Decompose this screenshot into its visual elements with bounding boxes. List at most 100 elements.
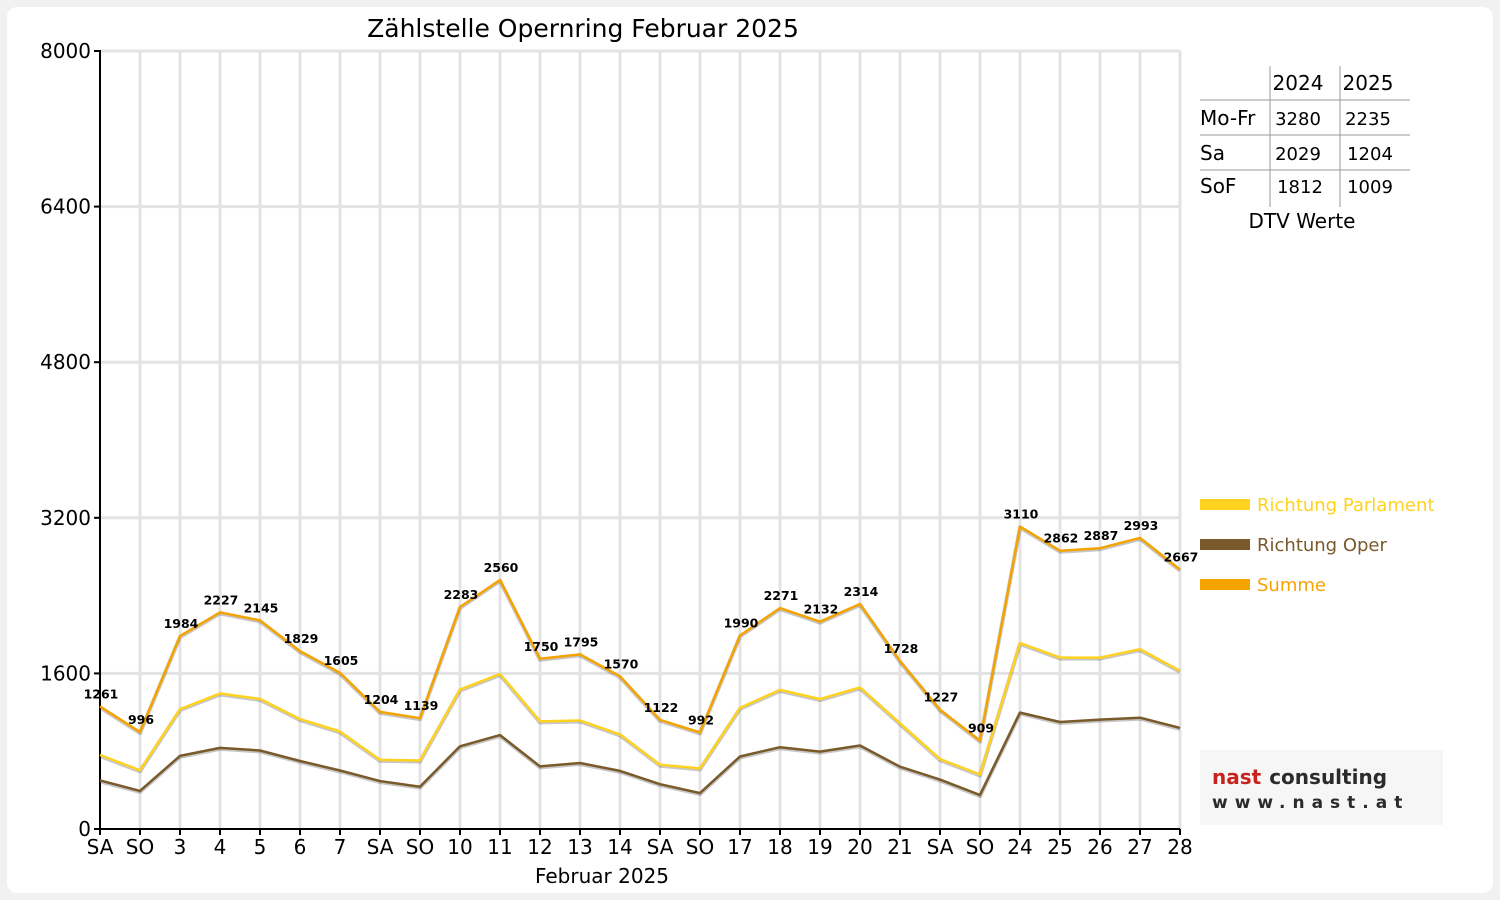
dtv-cell: 1204 (1347, 144, 1393, 165)
dtv-row-label-sa: Sa (1200, 141, 1225, 165)
data-labels: 1261 996 1984 2227 2145 1829 1605 1204 1139 2283 2… (84, 507, 1199, 736)
x-tick-label: 13 (567, 835, 592, 859)
legend: Richtung Parlament Richtung Oper Summe (1200, 495, 1434, 596)
x-tick-label: 24 (1007, 835, 1032, 859)
x-tick-label: 17 (727, 835, 752, 859)
x-tick-label: SA (927, 835, 954, 859)
data-label: 2271 (764, 588, 799, 603)
x-tick-label: 21 (887, 835, 912, 859)
dtv-caption: DTV Werte (1249, 209, 1356, 233)
data-label: 909 (968, 721, 994, 736)
data-label: 1728 (884, 641, 919, 656)
data-label: 2145 (244, 600, 279, 615)
data-label: 1795 (564, 634, 599, 649)
dtv-column-2025: 2025 (1343, 71, 1394, 95)
legend-label-summe: Summe (1257, 575, 1326, 596)
x-tick-label: 4 (214, 835, 227, 859)
y-tick-label: 4800 (40, 350, 91, 374)
data-label: 1829 (284, 631, 319, 646)
series-line-summe (99, 525, 1181, 742)
y-tick-label: 8000 (40, 39, 91, 63)
series-line-parlament (99, 641, 1181, 776)
data-label: 2993 (1124, 518, 1159, 533)
dtv-table: 2024 2025 Mo-Fr 3280 2235 Sa 2029 1204 S… (1200, 66, 1410, 233)
data-label: 1605 (324, 653, 359, 668)
nast-consulting-logo: nast consulting www.nast.at (1200, 750, 1443, 825)
data-label: 1122 (644, 700, 679, 715)
data-label: 2887 (1084, 528, 1119, 543)
logo-name: nast consulting (1212, 765, 1387, 789)
data-label: 2560 (484, 560, 519, 575)
data-label: 1139 (404, 698, 439, 713)
x-tick-label: 5 (254, 835, 267, 859)
x-tick-label: 10 (447, 835, 472, 859)
data-label: 1570 (604, 656, 639, 671)
data-label: 996 (128, 712, 154, 727)
x-tick-label: 6 (294, 835, 307, 859)
x-tick-labels: SA SO 3 4 5 6 7 SA SO 10 11 12 13 14 SA SO 17 18 19 20 21 SA S… (87, 835, 1193, 859)
legend-label-oper: Richtung Oper (1257, 535, 1388, 556)
x-tick-label: 7 (334, 835, 347, 859)
y-tick-labels: 0 1600 3200 4800 6400 8000 (40, 39, 91, 841)
legend-swatch-oper (1200, 539, 1250, 550)
data-label: 1984 (164, 616, 199, 631)
x-tick-label: 19 (807, 835, 832, 859)
chart-title: Zählstelle Opernring Februar 2025 (367, 14, 799, 43)
axes (94, 50, 1181, 835)
series-lines (98, 525, 1182, 799)
dtv-cell: 3280 (1275, 109, 1321, 130)
dtv-cell: 1812 (1277, 177, 1323, 198)
data-label: 1227 (924, 690, 959, 705)
x-tick-label: 26 (1087, 835, 1112, 859)
grid (100, 49, 1182, 829)
dtv-row-label-mofr: Mo-Fr (1200, 106, 1256, 130)
x-tick-label: 20 (847, 835, 872, 859)
logo-name-part1: nast (1212, 765, 1262, 789)
x-tick-label: 25 (1047, 835, 1072, 859)
dtv-row-label-sof: SoF (1200, 174, 1236, 198)
data-label: 2314 (844, 584, 879, 599)
x-tick-label: 11 (487, 835, 512, 859)
dtv-cell: 2029 (1275, 144, 1321, 165)
data-label: 992 (688, 713, 714, 728)
legend-label-parlament: Richtung Parlament (1257, 495, 1434, 516)
x-tick-label: 18 (767, 835, 792, 859)
data-label: 1261 (84, 686, 119, 701)
data-label: 2667 (1164, 550, 1199, 565)
y-tick-label: 1600 (40, 661, 91, 685)
x-tick-label: 27 (1127, 835, 1152, 859)
legend-swatch-summe (1200, 579, 1250, 590)
logo-name-part2: consulting (1269, 765, 1387, 789)
y-tick-label: 3200 (40, 506, 91, 530)
data-label: 1990 (724, 615, 759, 630)
y-tick-label: 0 (78, 817, 91, 841)
data-label: 2132 (804, 602, 839, 617)
x-tick-label: SA (367, 835, 394, 859)
data-label: 1750 (524, 639, 559, 654)
data-label: 2862 (1044, 531, 1079, 546)
x-tick-label: 3 (174, 835, 187, 859)
data-label: 1204 (364, 692, 399, 707)
legend-swatch-parlament (1200, 499, 1250, 510)
data-label: 3110 (1004, 507, 1039, 522)
dtv-column-2024: 2024 (1273, 71, 1324, 95)
chart-frame (7, 7, 1493, 893)
series-shadow (99, 711, 1181, 799)
x-tick-label: SO (126, 835, 154, 859)
x-axis-label: Februar 2025 (535, 864, 669, 888)
y-tick-label: 6400 (40, 195, 91, 219)
dtv-cell: 1009 (1347, 177, 1393, 198)
x-tick-label: SO (966, 835, 994, 859)
series-line-oper (99, 711, 1181, 797)
data-label: 2283 (444, 587, 479, 602)
dtv-cell: 2235 (1345, 109, 1391, 130)
x-tick-label: SA (87, 835, 114, 859)
x-tick-label: SA (647, 835, 674, 859)
x-tick-label: SO (406, 835, 434, 859)
data-label: 2227 (204, 592, 239, 607)
x-tick-label: SO (686, 835, 714, 859)
x-tick-label: 12 (527, 835, 552, 859)
x-tick-label: 28 (1167, 835, 1192, 859)
x-tick-label: 14 (607, 835, 632, 859)
